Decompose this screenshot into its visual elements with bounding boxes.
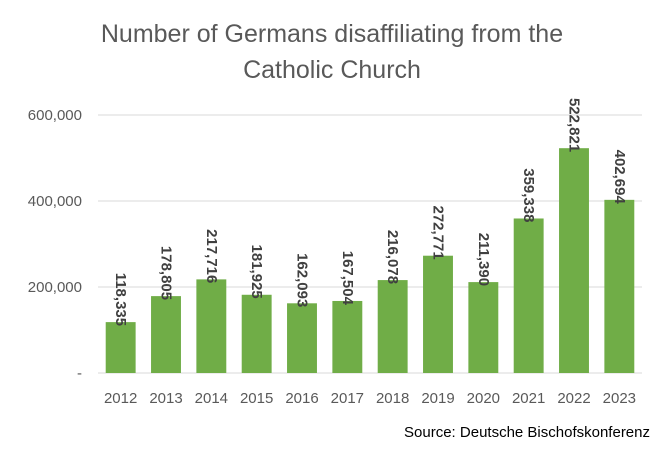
x-tick-label: 2012 [104,390,137,407]
y-tick-label: 200,000 [28,279,82,296]
data-label: 402,694 [611,150,628,205]
x-axis: 2012 2013 2014 2015 2016 2017 2018 2019 2020 2021… [104,390,636,407]
y-tick-label: 400,000 [28,193,82,210]
x-tick-label: 2022 [557,390,590,407]
bar-2022 [559,148,589,373]
data-label: 167,504 [339,251,356,306]
bar-2023 [604,199,635,373]
x-tick-label: 2014 [195,390,228,407]
y-tick-label: - [77,365,82,382]
bar-2016 [287,303,317,373]
data-label: 118,335 [112,273,129,326]
data-label: 162,093 [294,253,311,307]
y-axis: - 200,000 400,000 600,000 [28,107,82,382]
data-label: 217,716 [203,229,220,283]
chart-title-line-2: Catholic Church [243,56,421,84]
x-tick-label: 2018 [376,390,409,407]
data-label: 216,078 [384,230,401,284]
y-tick-label: 600,000 [28,107,82,124]
bar-2019 [423,255,453,373]
data-label: 522,821 [566,98,583,152]
bars [105,148,635,373]
bar-2014 [196,279,227,373]
x-tick-label: 2020 [467,390,500,407]
x-tick-label: 2013 [149,390,182,407]
data-label: 272,771 [430,205,447,259]
bar-2015 [241,294,272,373]
gridlines [98,114,642,374]
bar-2021 [513,218,544,373]
x-tick-label: 2021 [512,390,545,407]
bar-2012 [105,322,136,373]
x-tick-label: 2019 [421,390,454,407]
data-label: 359,338 [520,168,537,222]
x-tick-label: 2016 [285,390,318,407]
x-tick-label: 2023 [603,390,636,407]
chart-title-line-1: Number of Germans disaffiliating from th… [100,20,564,48]
x-tick-label: 2017 [331,390,364,407]
bar-2020 [468,282,499,373]
bar-2018 [377,280,408,373]
data-labels: 118,335 178,805 217,716 181,925 162,093 167,5… [112,98,628,326]
source-note: Source: Deutsche Bischofskonferenz [404,424,650,441]
data-label: 178,805 [158,246,175,300]
bar-2013 [151,296,181,373]
bar-2017 [332,300,363,373]
x-tick-label: 2015 [240,390,273,407]
data-label: 211,390 [475,233,492,286]
data-label: 181,925 [248,245,265,299]
